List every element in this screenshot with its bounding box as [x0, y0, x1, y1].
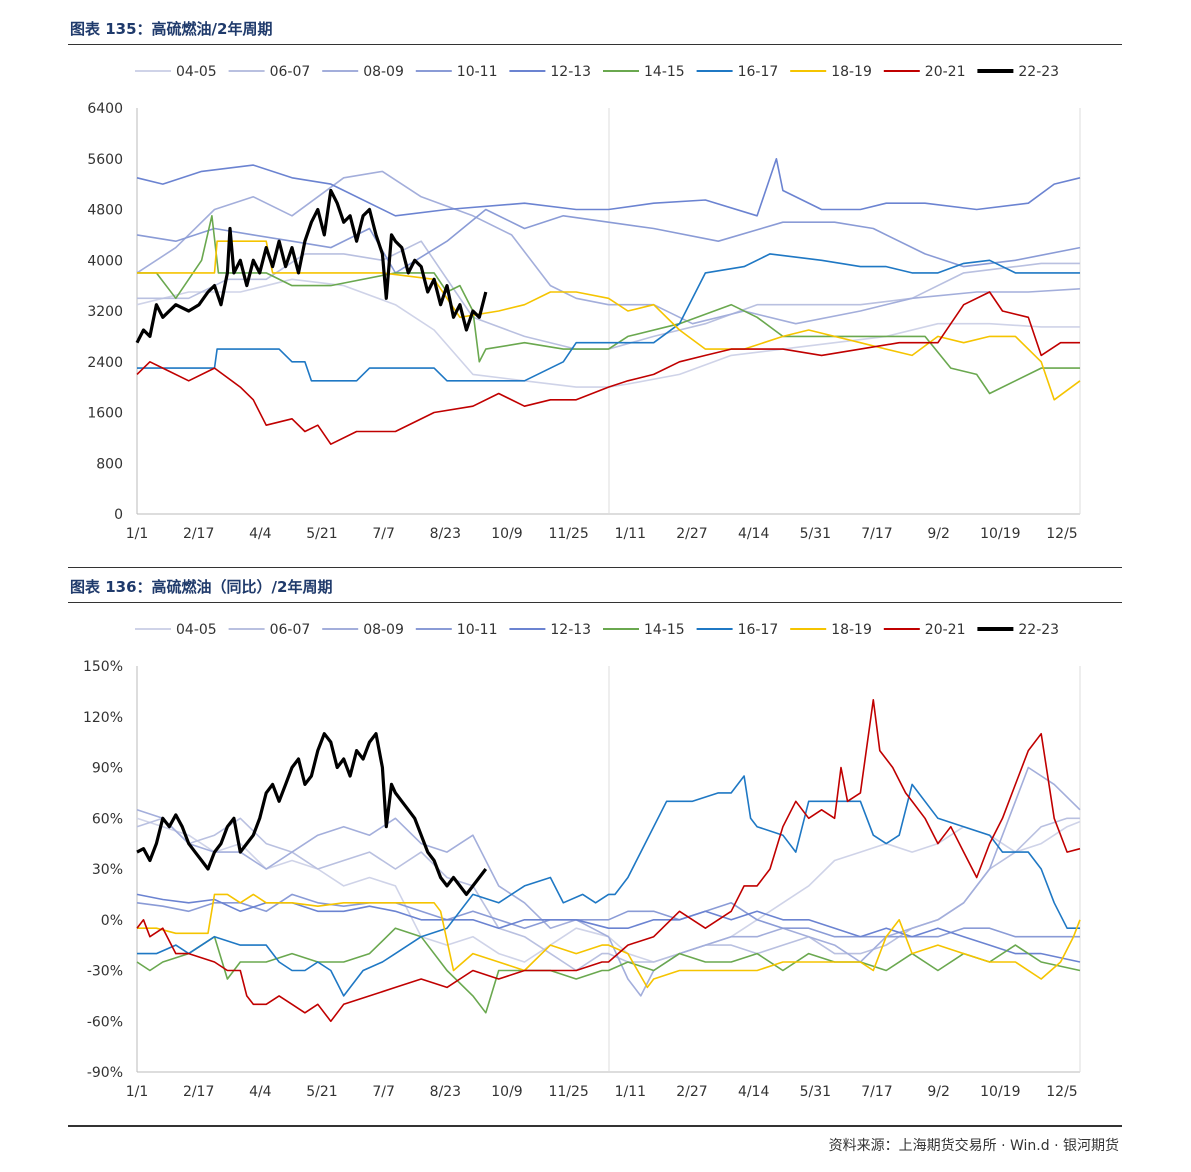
legend-label: 16-17 — [738, 64, 779, 80]
x-tick-label: 9/2 — [927, 1084, 950, 1100]
x-tick-label: 9/2 — [927, 526, 950, 542]
source-note: 资料来源：上海期货交易所 · Win.d · 银河期货 — [828, 1138, 1119, 1154]
series-line-14-15 — [136, 927, 1081, 1014]
y-tick-label: 2400 — [87, 355, 123, 371]
footer-divider — [68, 1125, 1122, 1127]
chart-135-plot: 04-05 06-07 08-09 10-11 12-13 14-15 16-17 18-19… — [87, 64, 1081, 542]
legend-label: 22-23 — [1018, 622, 1059, 638]
y-tick-label: 4800 — [87, 203, 123, 219]
legend-label: 08-09 — [363, 64, 404, 80]
x-tick-label: 5/31 — [800, 526, 831, 542]
x-tick-label: 2/17 — [183, 1084, 214, 1100]
legend-label: 08-09 — [363, 622, 404, 638]
x-tick-label: 4/14 — [738, 1084, 770, 1100]
legend: 04-05 06-07 08-09 10-11 12-13 14-15 16-17 18-19… — [135, 64, 1059, 80]
y-tick-label: 150% — [83, 659, 123, 675]
x-tick-label: 5/31 — [800, 1084, 831, 1100]
y-tick-label: 120% — [83, 710, 123, 726]
y-tick-label: -90% — [87, 1065, 123, 1081]
chart-136-title: 图表 136：高硫燃油（同比）/2年周期 — [70, 578, 333, 596]
series-line-14-15 — [137, 215, 1080, 395]
x-tick-label: 2/17 — [183, 526, 214, 542]
y-tick-label: -60% — [87, 1014, 123, 1030]
x-tick-label: 8/23 — [430, 526, 461, 542]
x-tick-label: 2/27 — [676, 1084, 707, 1100]
x-tick-label: 1/11 — [615, 526, 646, 542]
x-tick-label: 7/7 — [372, 1084, 395, 1100]
legend-label: 04-05 — [176, 622, 217, 638]
x-tick-label: 2/27 — [676, 526, 707, 542]
legend-label: 04-05 — [176, 64, 217, 80]
legend-label: 16-17 — [738, 622, 779, 638]
title-divider — [68, 602, 1122, 603]
y-tick-label: 30% — [92, 862, 123, 878]
title-divider — [68, 44, 1122, 45]
legend-label: 06-07 — [270, 64, 311, 80]
x-tick-label: 8/23 — [430, 1084, 461, 1100]
y-tick-label: 6400 — [87, 101, 123, 117]
y-tick-label: -30% — [87, 964, 123, 980]
x-tick-label: 1/1 — [126, 1084, 149, 1100]
series-line-10-11 — [136, 208, 1081, 274]
series-line-12-13 — [136, 158, 1081, 217]
section-divider — [68, 567, 1122, 568]
x-tick-label: 1/1 — [126, 526, 149, 542]
series-line-20-21 — [136, 291, 1080, 445]
x-tick-label: 5/21 — [306, 1084, 337, 1100]
legend-label: 10-11 — [457, 64, 498, 80]
legend-label: 18-19 — [831, 622, 872, 638]
legend-label: 12-13 — [550, 622, 591, 638]
legend-label: 12-13 — [550, 64, 591, 80]
chart-135-title: 图表 135：高硫燃油/2年周期 — [70, 20, 273, 38]
y-tick-label: 1600 — [87, 406, 123, 422]
series-line-04-05 — [136, 817, 1081, 963]
x-tick-label: 10/9 — [491, 1084, 522, 1100]
y-tick-label: 60% — [92, 811, 123, 827]
chart-136-plot: 04-05 06-07 08-09 10-11 12-13 14-15 16-17 18-19… — [83, 622, 1081, 1100]
x-tick-label: 7/17 — [861, 526, 892, 542]
legend-label: 22-23 — [1018, 64, 1059, 80]
series-line-22-23 — [135, 188, 488, 344]
x-tick-label: 10/19 — [980, 1084, 1020, 1100]
legend: 04-05 06-07 08-09 10-11 12-13 14-15 16-17 18-19… — [135, 622, 1059, 638]
x-tick-label: 5/21 — [306, 526, 337, 542]
y-tick-label: 5600 — [87, 152, 123, 168]
legend-label: 14-15 — [644, 622, 685, 638]
legend-label: 20-21 — [925, 64, 966, 80]
x-tick-label: 4/14 — [738, 526, 770, 542]
x-tick-label: 10/19 — [980, 526, 1020, 542]
x-tick-label: 10/9 — [491, 526, 522, 542]
x-tick-label: 12/5 — [1046, 526, 1077, 542]
legend-label: 20-21 — [925, 622, 966, 638]
x-tick-label: 11/25 — [548, 526, 588, 542]
y-tick-label: 4000 — [87, 253, 123, 269]
series-line-18-19 — [137, 893, 1081, 989]
series-line-20-21 — [136, 699, 1081, 1023]
legend-label: 14-15 — [644, 64, 685, 80]
x-tick-label: 11/25 — [548, 1084, 588, 1100]
series-line-16-17 — [137, 253, 1080, 382]
x-tick-label: 7/7 — [372, 526, 395, 542]
legend-label: 18-19 — [831, 64, 872, 80]
x-tick-label: 4/4 — [249, 526, 272, 542]
y-tick-label: 0 — [114, 507, 123, 523]
y-tick-label: 0% — [101, 913, 123, 929]
x-tick-label: 12/5 — [1046, 1084, 1077, 1100]
y-tick-label: 3200 — [87, 304, 123, 320]
y-tick-label: 800 — [96, 456, 123, 472]
y-tick-label: 90% — [92, 761, 123, 777]
x-tick-label: 7/17 — [861, 1084, 892, 1100]
x-tick-label: 4/4 — [249, 1084, 272, 1100]
series-line-22-23 — [136, 732, 488, 896]
series-line-16-17 — [137, 775, 1080, 997]
x-tick-label: 1/11 — [615, 1084, 646, 1100]
legend-label: 06-07 — [270, 622, 311, 638]
legend-label: 10-11 — [457, 622, 498, 638]
series-line-08-09 — [136, 766, 1081, 997]
